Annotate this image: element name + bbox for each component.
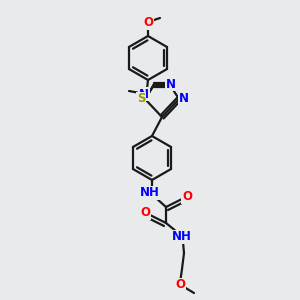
Text: N: N bbox=[139, 88, 149, 100]
Text: S: S bbox=[137, 92, 145, 106]
Text: O: O bbox=[175, 278, 185, 292]
Text: NH: NH bbox=[140, 187, 160, 200]
Text: O: O bbox=[140, 206, 150, 220]
Text: N: N bbox=[179, 92, 189, 106]
Text: O: O bbox=[182, 190, 192, 203]
Text: N: N bbox=[166, 77, 176, 91]
Text: O: O bbox=[143, 16, 153, 29]
Text: NH: NH bbox=[172, 230, 192, 244]
